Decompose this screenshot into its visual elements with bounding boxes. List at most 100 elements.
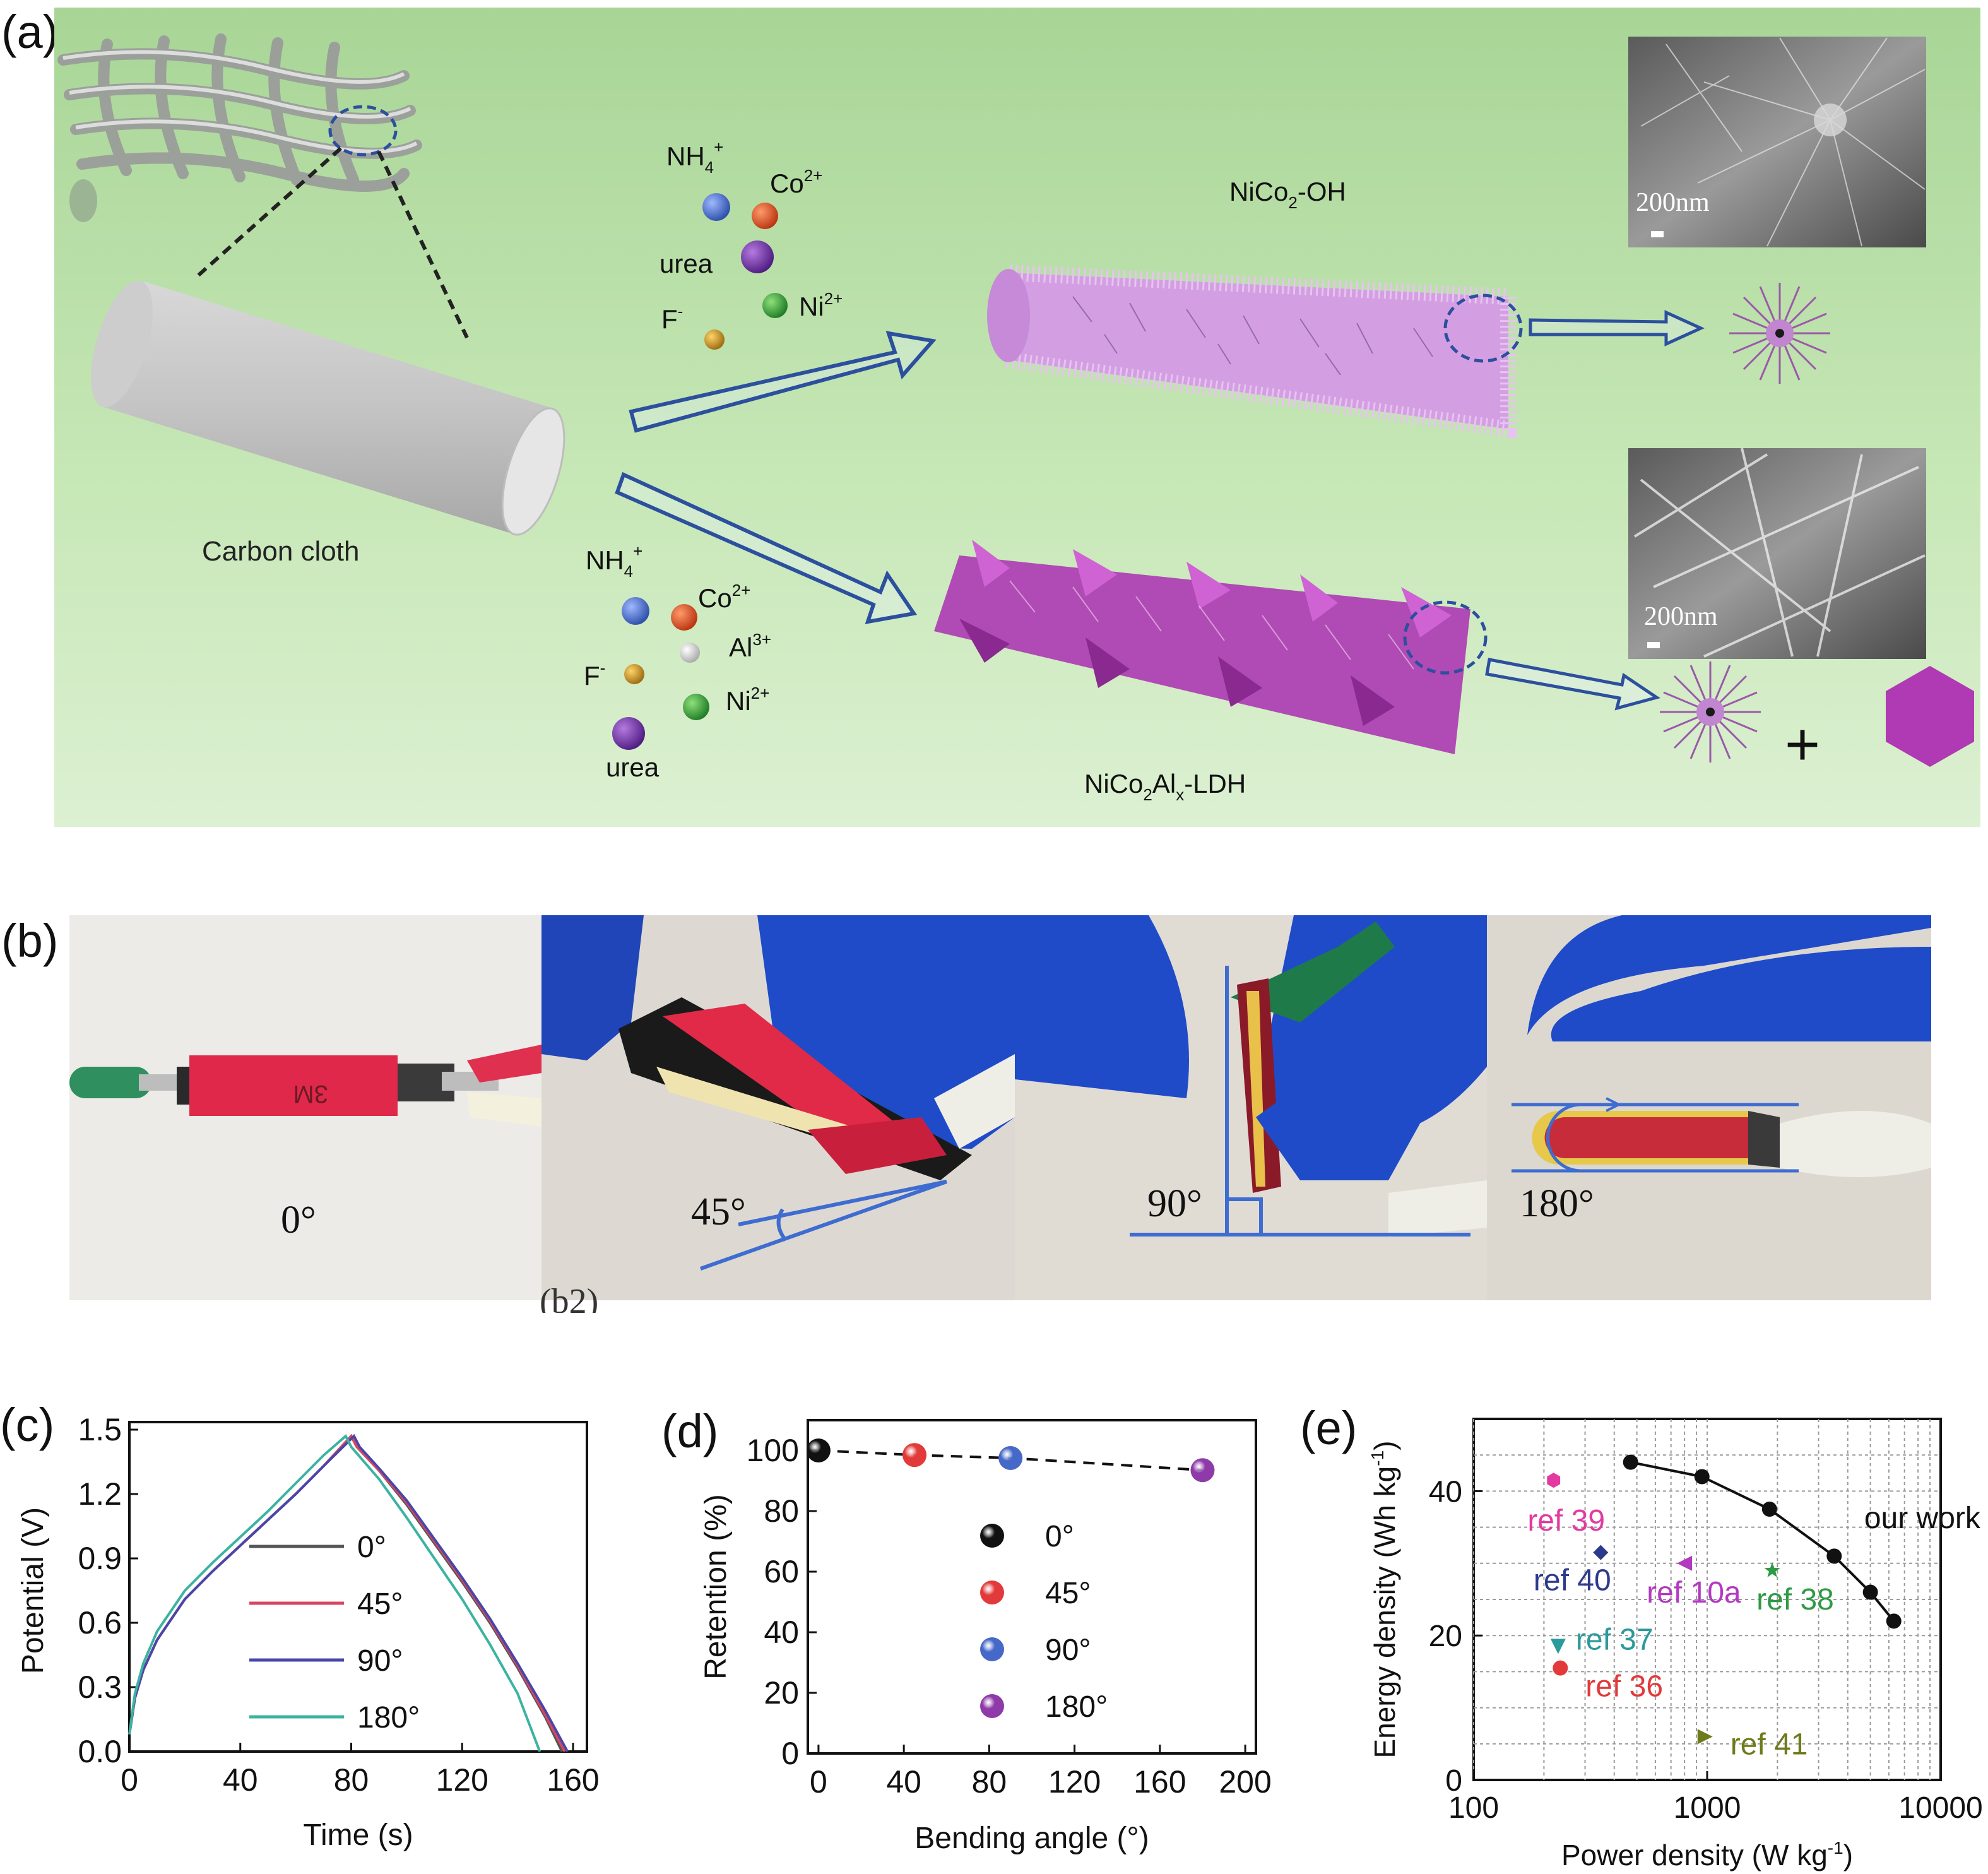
data-point-3-0 [1677,1555,1693,1571]
photo-0-degree: 3M [69,915,541,1300]
x-tick-label-2: 10000 [1898,1791,1982,1825]
legend-marker-3 [980,1694,1004,1718]
hexagon-platelet [1886,666,1974,767]
y-tick-label-5: 100 [747,1433,799,1468]
sem-image-bottom [1628,448,1926,659]
series-line-2 [128,1433,569,1752]
reaction-arrow-bottom [615,471,918,624]
panel-label-a: (a) [1,6,59,58]
ion-f-top [704,329,725,350]
legend-label-1: 45° [1045,1577,1091,1610]
ion-al-bottom [680,643,700,663]
schematic-panel: Carbon cloth NH4+ Co2+ urea F- Ni2+ NH4+… [54,8,1980,827]
data-point-7-0 [1697,1729,1713,1745]
data-point-0-1 [1694,1469,1710,1485]
carbon-cloth-weave-highlight [62,50,418,153]
stray-caption: (b2) [540,1282,598,1313]
data-point-2 [998,1446,1023,1470]
ion-nh4-bottom [622,597,649,625]
x-tick-label-4: 160 [1133,1764,1186,1800]
data-point-1-0 [1547,1473,1561,1488]
series-label-4: ref 38 [1756,1583,1834,1616]
y-tick-label-0: 0 [781,1736,799,1771]
x-tick-label-1: 1000 [1674,1791,1741,1825]
y-tick-label-2: 40 [1429,1475,1462,1509]
chart-e-ragone: 100 1000 10000 0 20 40 Power density (W kg-1) E… [1368,1418,1983,1871]
data-point-0-3 [1826,1548,1842,1564]
data-point-2-0 [1593,1545,1609,1560]
x-tick-label-3: 120 [1048,1764,1101,1800]
ion-co-top [752,203,778,229]
arrow-to-urchin-top [1529,310,1705,347]
legend-label-2: 90° [357,1644,403,1678]
x-tick-label-0: 0 [121,1762,138,1798]
x-tick-label-2: 80 [334,1762,369,1798]
series-label-3: ref 10a [1647,1576,1741,1610]
y-tick-label-0: 0 [1445,1764,1462,1798]
panel-label-c: (c) [0,1399,55,1451]
photo-180-degree [1487,915,1931,1300]
y-tick-label-1: 0.3 [78,1669,122,1705]
bending-photos: 3M 0° 45° (b2) 90° [69,915,1931,1313]
series-label-1: ref 39 [1527,1504,1605,1538]
blur-spot [69,179,97,222]
data-point-0-0 [1623,1454,1638,1470]
arrow-to-urchin-bottom [1485,658,1660,711]
x-axis-label: Bending angle (°) [914,1822,1149,1855]
data-point-3 [1190,1458,1215,1483]
y-tick-label-2: 0.6 [78,1605,122,1640]
angle-label-180: 180° [1520,1182,1594,1225]
data-point-0 [806,1438,831,1462]
data-point-0-5 [1886,1613,1902,1629]
series-label-5: ref 37 [1576,1623,1654,1656]
sem-image-top [1628,37,1926,247]
nico2alx-ldh-rod [934,540,1488,754]
panel-label-d: (d) [661,1405,719,1457]
series-label-0: our work [1864,1502,1981,1535]
ion-urea-top [741,240,774,273]
y-tick-label-0: 0.0 [78,1734,122,1769]
data-point-6-0 [1553,1660,1568,1676]
series-line-3 [128,1434,541,1752]
series-line-0 [128,1433,564,1752]
x-axis-label: Time (s) [303,1818,413,1852]
ion-label-urea-bottom: urea [606,752,660,782]
x-tick-label-5: 200 [1219,1764,1271,1800]
legend-marker-2 [980,1637,1004,1661]
x-tick-label-0: 0 [810,1764,827,1800]
data-point-1 [902,1443,927,1468]
y-tick-label-2: 40 [764,1615,799,1650]
carbon-cloth-label: Carbon cloth [202,536,359,567]
sem-scale-bottom: 200nm [1644,602,1718,631]
y-tick-label-1: 20 [764,1675,799,1711]
series-label-6: ref 36 [1585,1670,1663,1704]
angle-label-45: 45° [691,1190,746,1233]
legend-label-0: 0° [1045,1520,1074,1553]
legend-label-0: 0° [357,1531,386,1564]
ion-f-bottom [624,664,644,684]
urchin-top [1729,283,1830,384]
panel-label-b: (b) [1,915,59,967]
sem-scale-top: 200nm [1636,188,1710,217]
y-tick-label-3: 60 [764,1554,799,1589]
photo-90-degree [1015,915,1487,1300]
reaction-arrow-top [629,331,937,433]
y-axis-label: Potential (V) [16,1507,50,1674]
nico2-oh-rod [987,264,1523,439]
chart-c-charge-discharge: 0 40 80 120 160 0.0 0.3 0.6 0.9 1.2 1.5 Time (s) Pot… [16,1412,600,1852]
zoom-line-right [377,150,469,339]
legend-marker-0 [980,1524,1004,1548]
x-tick-label-2: 80 [972,1764,1007,1800]
data-point-5-0 [1550,1639,1566,1654]
angle-label-90: 90° [1147,1182,1202,1225]
carbon-fiber-rod [91,280,565,536]
series-line-1 [128,1433,566,1752]
plot-frame [807,1419,1257,1755]
x-tick-label-4: 160 [547,1762,599,1798]
legend-label-2: 90° [1045,1634,1091,1667]
legend-label-3: 180° [1045,1690,1108,1724]
legend-label-3: 180° [357,1701,420,1735]
y-tick-label-1: 20 [1429,1620,1462,1653]
y-tick-label-4: 80 [764,1493,799,1529]
y-axis-label: Energy density (Wh kg-1) [1368,1441,1401,1758]
